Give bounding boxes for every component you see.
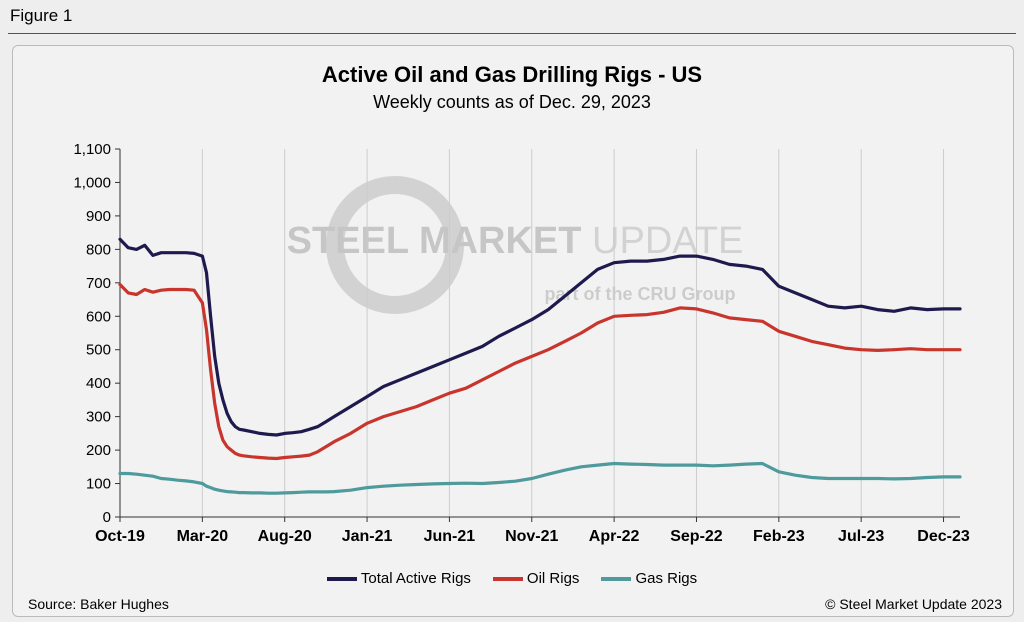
y-tick-label: 1,100	[73, 141, 111, 158]
figure-label: Figure 1	[10, 6, 73, 25]
x-tick-label: Jan-21	[342, 528, 393, 545]
legend-label: Gas Rigs	[635, 570, 698, 587]
x-tick-label: Feb-23	[753, 528, 805, 545]
legend-label: Oil Rigs	[526, 570, 580, 587]
y-tick-label: 300	[86, 409, 111, 426]
y-tick-label: 100	[86, 476, 111, 493]
gridlines	[201, 149, 945, 517]
y-axis-ticks: 0 100 200 300 400 500 600 700 800 900 1,000 1,100	[73, 141, 120, 526]
series-line-total-active-rigs	[118, 237, 962, 437]
y-tick-label: 200	[86, 442, 111, 459]
x-axis-ticks: Oct-19 Mar-20 Aug-20 Jan-21 Jun-21 Nov-21 Apr-…	[95, 517, 970, 545]
axes	[119, 149, 960, 518]
watermark-text-main: STEEL MARKET UPDATE	[287, 220, 744, 262]
source-note: Source: Baker Hughes	[28, 596, 169, 612]
legend-swatch	[601, 576, 632, 581]
watermark-ring	[326, 176, 464, 314]
legend-item: Oil Rigs	[492, 570, 580, 587]
chart-panel	[12, 45, 1014, 617]
copyright-note: © Steel Market Update 2023	[825, 596, 1002, 612]
y-tick-label: 600	[86, 308, 111, 325]
y-tick-label: 800	[86, 241, 111, 258]
x-tick-label: Dec-23	[917, 528, 970, 545]
x-tick-label: Jun-21	[424, 528, 476, 545]
x-tick-label: Aug-20	[258, 528, 312, 545]
legend-item: Gas Rigs	[601, 570, 697, 587]
legend: Total Active Rigs Oil Rigs Gas Rigs	[0, 570, 1024, 587]
y-tick-label: 900	[86, 208, 111, 225]
watermark-logo: STEEL MARKET UPDATE part of the CRU Grou…	[287, 176, 744, 314]
y-tick-label: 700	[86, 275, 111, 292]
legend-swatch	[492, 576, 523, 581]
legend-label: Total Active Rigs	[360, 570, 471, 587]
x-tick-label: Nov-21	[505, 528, 558, 545]
x-tick-label: Jul-23	[838, 528, 884, 545]
watermark-text-sub: part of the CRU Group	[544, 284, 735, 304]
header-divider	[8, 33, 1016, 34]
chart-subtitle: Weekly counts as of Dec. 29, 2023	[373, 92, 651, 112]
y-tick-label: 500	[86, 342, 111, 359]
series-line-gas-rigs	[118, 461, 962, 495]
chart-title: Active Oil and Gas Drilling Rigs - US	[321, 62, 703, 87]
x-tick-label: Apr-22	[589, 528, 640, 545]
y-tick-label: 0	[103, 509, 111, 526]
y-tick-label: 1,000	[73, 174, 111, 191]
x-tick-label: Mar-20	[177, 528, 229, 545]
x-tick-label: Oct-19	[95, 528, 145, 545]
x-tick-label: Sep-22	[670, 528, 723, 545]
series-line-oil-rigs	[118, 282, 962, 461]
legend-item: Total Active Rigs	[326, 570, 471, 587]
y-tick-label: 400	[86, 375, 111, 392]
legend-swatch	[326, 576, 357, 581]
data-series	[118, 237, 962, 495]
